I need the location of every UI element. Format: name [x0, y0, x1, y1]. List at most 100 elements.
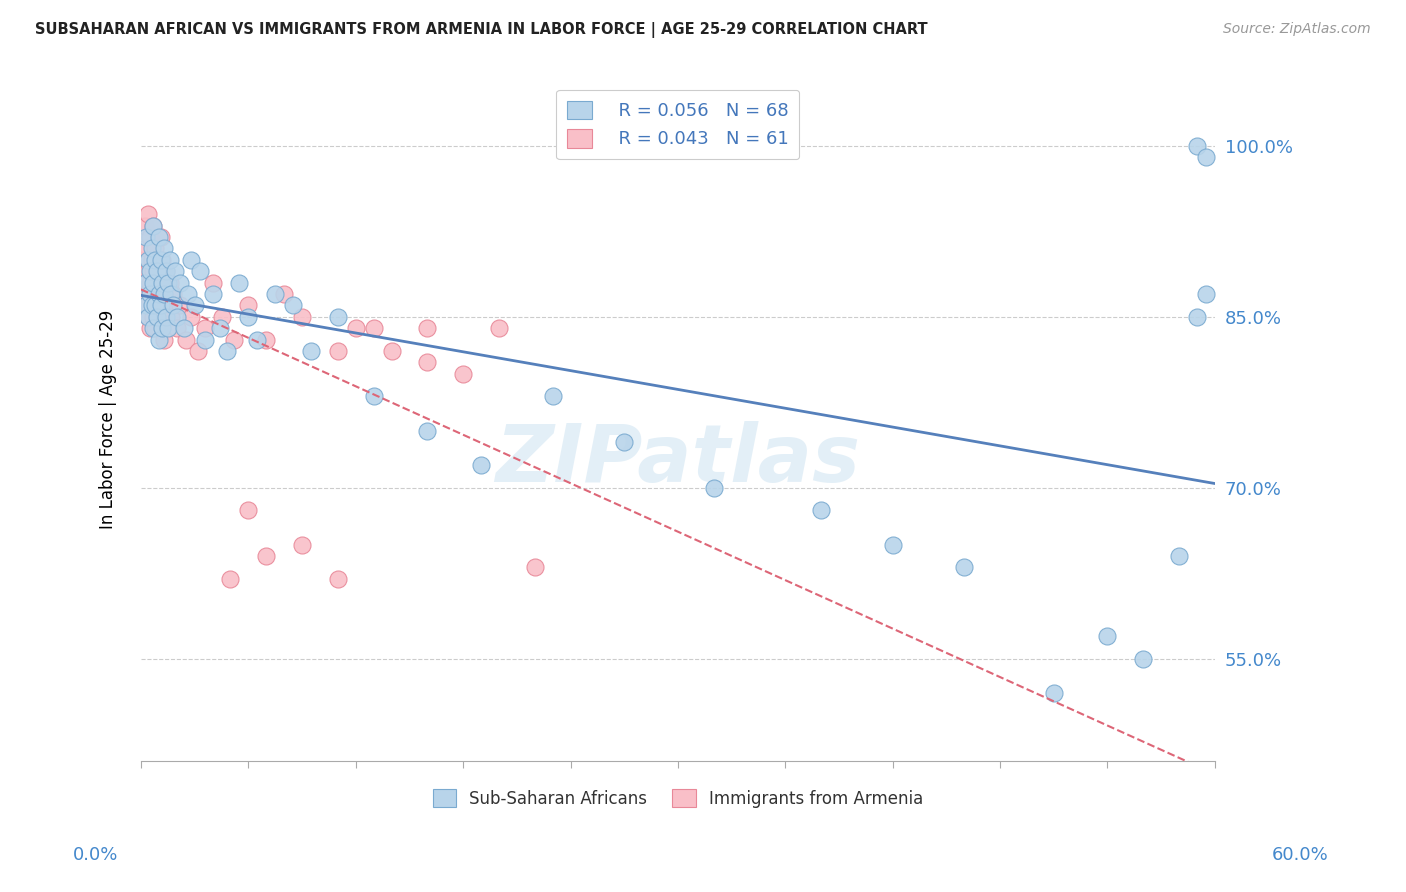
Point: [139, 264, 162, 278]
Point: [141, 241, 163, 255]
Point: [416, 355, 439, 369]
Point: [146, 298, 169, 312]
Point: [160, 310, 183, 324]
Point: [541, 389, 564, 403]
Point: [291, 310, 314, 324]
Point: [136, 310, 159, 324]
Point: [152, 276, 174, 290]
Point: [155, 310, 177, 324]
Point: [132, 252, 155, 267]
Point: [215, 343, 238, 358]
Point: [152, 321, 174, 335]
Point: [238, 310, 260, 324]
Point: [281, 298, 304, 312]
Point: [1195, 287, 1218, 301]
Point: [143, 241, 166, 255]
Point: [141, 252, 163, 267]
Point: [135, 230, 157, 244]
Point: [254, 333, 277, 347]
Text: 60.0%: 60.0%: [1272, 846, 1329, 863]
Point: [180, 252, 202, 267]
Point: [488, 321, 510, 335]
Point: [152, 252, 174, 267]
Point: [211, 310, 233, 324]
Point: [148, 333, 170, 347]
Point: [1195, 150, 1218, 164]
Point: [159, 252, 181, 267]
Point: [142, 321, 165, 335]
Point: [142, 219, 165, 233]
Point: [201, 287, 224, 301]
Point: [136, 207, 159, 221]
Point: [149, 298, 172, 312]
Point: [148, 230, 170, 244]
Point: [238, 298, 260, 312]
Point: [141, 298, 163, 312]
Point: [380, 343, 402, 358]
Point: [201, 276, 224, 290]
Point: [703, 481, 725, 495]
Point: [1042, 686, 1064, 700]
Point: [222, 333, 245, 347]
Point: [162, 298, 184, 312]
Point: [148, 264, 170, 278]
Point: [139, 321, 162, 335]
Point: [153, 333, 176, 347]
Point: [326, 572, 349, 586]
Point: [173, 321, 195, 335]
Point: [135, 298, 157, 312]
Y-axis label: In Labor Force | Age 25-29: In Labor Force | Age 25-29: [100, 310, 117, 529]
Point: [166, 321, 188, 335]
Point: [1185, 138, 1208, 153]
Point: [246, 333, 269, 347]
Point: [169, 276, 191, 290]
Point: [136, 264, 159, 278]
Point: [176, 287, 198, 301]
Point: [166, 310, 188, 324]
Point: [299, 343, 322, 358]
Point: [180, 310, 202, 324]
Point: [326, 310, 349, 324]
Point: [254, 549, 277, 563]
Point: [134, 276, 156, 290]
Point: [146, 310, 169, 324]
Point: [135, 298, 157, 312]
Point: [153, 287, 176, 301]
Point: [148, 310, 170, 324]
Point: [169, 298, 191, 312]
Point: [160, 287, 183, 301]
Point: [1185, 310, 1208, 324]
Point: [194, 333, 217, 347]
Point: [953, 560, 976, 574]
Point: [139, 230, 162, 244]
Point: [326, 343, 349, 358]
Point: [153, 287, 176, 301]
Point: [143, 276, 166, 290]
Point: [1168, 549, 1191, 563]
Point: [142, 310, 165, 324]
Point: [142, 264, 165, 278]
Point: [810, 503, 832, 517]
Point: [264, 287, 287, 301]
Point: [451, 367, 474, 381]
Point: [613, 435, 636, 450]
Point: [134, 219, 156, 233]
Point: [208, 321, 231, 335]
Point: [149, 276, 172, 290]
Point: [156, 298, 179, 312]
Point: [159, 276, 181, 290]
Point: [194, 321, 217, 335]
Legend: Sub-Saharan Africans, Immigrants from Armenia: Sub-Saharan Africans, Immigrants from Ar…: [426, 783, 929, 814]
Point: [156, 321, 179, 335]
Text: SUBSAHARAN AFRICAN VS IMMIGRANTS FROM ARMENIA IN LABOR FORCE | AGE 25-29 CORRELA: SUBSAHARAN AFRICAN VS IMMIGRANTS FROM AR…: [35, 22, 928, 38]
Text: ZIPatlas: ZIPatlas: [495, 421, 860, 500]
Point: [146, 252, 169, 267]
Point: [219, 572, 242, 586]
Point: [139, 287, 162, 301]
Point: [139, 276, 162, 290]
Point: [228, 276, 250, 290]
Point: [163, 264, 186, 278]
Point: [134, 287, 156, 301]
Point: [363, 389, 385, 403]
Point: [153, 241, 176, 255]
